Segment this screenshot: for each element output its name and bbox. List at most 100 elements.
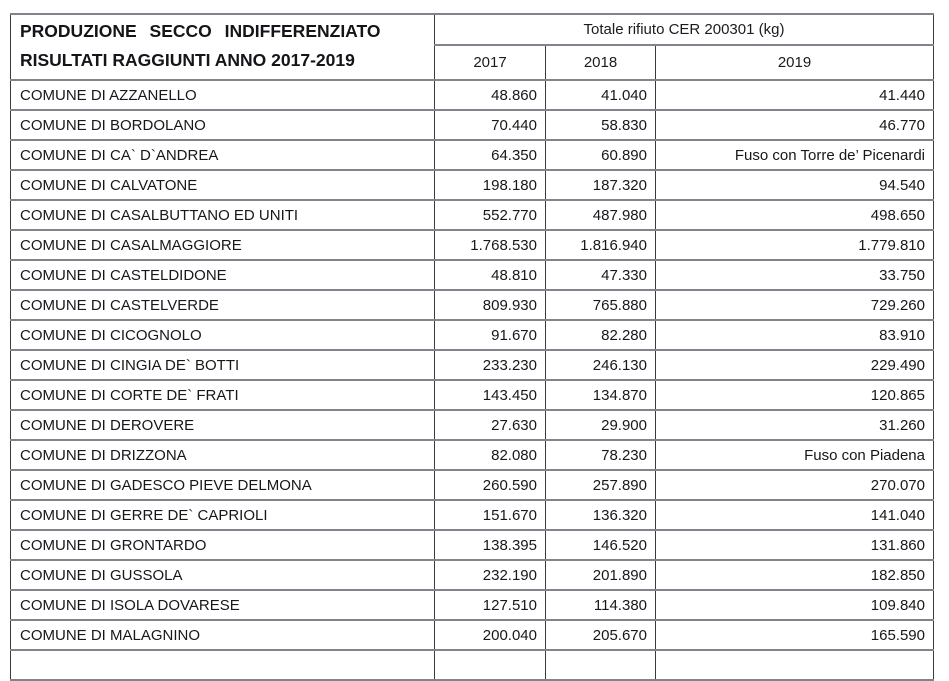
table-row: COMUNE DI CASALMAGGIORE 1.768.530 1.816.94… (10, 229, 934, 261)
value-cell-2018: 487.980 (545, 199, 656, 231)
value-cell-2019: 33.750 (655, 259, 934, 291)
comune-name-cell: COMUNE DI CINGIA DE` BOTTI (10, 349, 435, 381)
value-cell-2018: 201.890 (545, 559, 656, 591)
comune-name-cell: COMUNE DI CASALBUTTANO ED UNITI (10, 199, 435, 231)
value-cell-2018: 187.320 (545, 169, 656, 201)
table-row: COMUNE DI GADESCO PIEVE DELMONA 260.590 25… (10, 469, 934, 501)
value-cell-2017: 552.770 (434, 199, 546, 231)
value-cell-2018: 82.280 (545, 319, 656, 351)
value-cell-2017: 151.670 (434, 499, 546, 531)
comune-name-cell: COMUNE DI MALAGNINO (10, 619, 435, 651)
value-cell-2017: 27.630 (434, 409, 546, 441)
value-cell-2019: 131.860 (655, 529, 934, 561)
value-cell-2017: 91.670 (434, 319, 546, 351)
comune-name-cell: COMUNE DI CASTELDIDONE (10, 259, 435, 291)
table-row: COMUNE DI GRONTARDO 138.395 146.520 131.860 (10, 529, 934, 561)
table-row: COMUNE DI CINGIA DE` BOTTI 233.230 246.130… (10, 349, 934, 381)
value-cell-2017: 138.395 (434, 529, 546, 561)
table-row: COMUNE DI GUSSOLA 232.190 201.890 182.850 (10, 559, 934, 591)
table-row-clipped (10, 649, 934, 681)
value-cell-2018: 146.520 (545, 529, 656, 561)
value-cell-2019: 270.070 (655, 469, 934, 501)
value-cell-2017: 82.080 (434, 439, 546, 471)
value-cell-2018: 205.670 (545, 619, 656, 651)
table-row: COMUNE DI DRIZZONA 82.080 78.230 Fuso con P… (10, 439, 934, 471)
comune-name-cell: COMUNE DI CICOGNOLO (10, 319, 435, 351)
value-cell-2018: 246.130 (545, 349, 656, 381)
comune-name-cell: COMUNE DI GUSSOLA (10, 559, 435, 591)
value-cell-2018: 114.380 (545, 589, 656, 621)
comune-name-cell: COMUNE DI GRONTARDO (10, 529, 435, 561)
value-cell-2017: 260.590 (434, 469, 546, 501)
comune-name-cell: COMUNE DI BORDOLANO (10, 109, 435, 141)
waste-production-table-container: PRODUZIONE SECCO INDIFFERENZIATO RISULTA… (10, 12, 934, 681)
value-cell-2019: 498.650 (655, 199, 934, 231)
empty-clipped-cell (545, 649, 656, 681)
column-header-2019: 2019 (655, 44, 934, 81)
table-row: COMUNE DI GERRE DE` CAPRIOLI 151.670 136.3… (10, 499, 934, 531)
value-cell-2018: 47.330 (545, 259, 656, 291)
value-cell-2019: 109.840 (655, 589, 934, 621)
table-row: COMUNE DI CALVATONE 198.180 187.320 94.540 (10, 169, 934, 201)
empty-clipped-cell (434, 649, 546, 681)
comune-name-cell: COMUNE DI GADESCO PIEVE DELMONA (10, 469, 435, 501)
value-cell-2019: Fuso con Torre de’ Picenardi (655, 139, 934, 171)
value-cell-2019: 46.770 (655, 109, 934, 141)
table-row: COMUNE DI CICOGNOLO 91.670 82.280 83.910 (10, 319, 934, 351)
value-cell-2017: 198.180 (434, 169, 546, 201)
group-header-total-cer: Totale rifiuto CER 200301 (kg) (434, 12, 934, 47)
table-row: COMUNE DI AZZANELLO 48.860 41.040 41.440 (10, 79, 934, 111)
value-cell-2017: 48.860 (434, 79, 546, 111)
value-cell-2018: 136.320 (545, 499, 656, 531)
column-header-2017: 2017 (434, 44, 546, 81)
table-title-line2: RISULTATI RAGGIUNTI ANNO 2017-2019 (20, 50, 355, 70)
value-cell-2018: 60.890 (545, 139, 656, 171)
comune-name-cell: COMUNE DI ISOLA DOVARESE (10, 589, 435, 621)
value-cell-2019: 94.540 (655, 169, 934, 201)
comune-name-cell: COMUNE DI CASALMAGGIORE (10, 229, 435, 261)
value-cell-2019: 729.260 (655, 289, 934, 321)
value-cell-2019: 182.850 (655, 559, 934, 591)
value-cell-2019: 229.490 (655, 349, 934, 381)
table-row: COMUNE DI CASALBUTTANO ED UNITI 552.770 48… (10, 199, 934, 231)
value-cell-2017: 232.190 (434, 559, 546, 591)
value-cell-2017: 809.930 (434, 289, 546, 321)
value-cell-2017: 127.510 (434, 589, 546, 621)
value-cell-2017: 1.768.530 (434, 229, 546, 261)
table-row: COMUNE DI CORTE DE` FRATI 143.450 134.870 1… (10, 379, 934, 411)
value-cell-2019: 31.260 (655, 409, 934, 441)
value-cell-2019: Fuso con Piadena (655, 439, 934, 471)
value-cell-2018: 765.880 (545, 289, 656, 321)
empty-clipped-cell (655, 649, 934, 681)
table-row: COMUNE DI ISOLA DOVARESE 127.510 114.380 10… (10, 589, 934, 621)
value-cell-2017: 64.350 (434, 139, 546, 171)
column-header-2018: 2018 (545, 44, 656, 81)
comune-name-cell: COMUNE DI CASTELVERDE (10, 289, 435, 321)
table-title-line1: PRODUZIONE SECCO INDIFFERENZIATO (20, 21, 381, 41)
comune-name-cell: COMUNE DI AZZANELLO (10, 79, 435, 111)
value-cell-2019: 165.590 (655, 619, 934, 651)
value-cell-2018: 134.870 (545, 379, 656, 411)
value-cell-2018: 1.816.940 (545, 229, 656, 261)
value-cell-2017: 200.040 (434, 619, 546, 651)
value-cell-2018: 29.900 (545, 409, 656, 441)
value-cell-2017: 233.230 (434, 349, 546, 381)
empty-clipped-cell (10, 649, 435, 681)
value-cell-2019: 83.910 (655, 319, 934, 351)
value-cell-2018: 41.040 (545, 79, 656, 111)
comune-name-cell: COMUNE DI DEROVERE (10, 409, 435, 441)
value-cell-2018: 78.230 (545, 439, 656, 471)
table-row: COMUNE DI BORDOLANO 70.440 58.830 46.770 (10, 109, 934, 141)
table-row: COMUNE DI DEROVERE 27.630 29.900 31.260 (10, 409, 934, 441)
table-row: COMUNE DI MALAGNINO 200.040 205.670 165.590 (10, 619, 934, 651)
table-row: COMUNE DI CASTELVERDE 809.930 765.880 729.2… (10, 289, 934, 321)
table-row: COMUNE DI CASTELDIDONE 48.810 47.330 33.750 (10, 259, 934, 291)
value-cell-2019: 1.779.810 (655, 229, 934, 261)
table-row: COMUNE DI CA` D`ANDREA 64.350 60.890 Fuso c… (10, 139, 934, 171)
comune-name-cell: COMUNE DI CALVATONE (10, 169, 435, 201)
comune-name-cell: COMUNE DI CA` D`ANDREA (10, 139, 435, 171)
comune-name-cell: COMUNE DI DRIZZONA (10, 439, 435, 471)
value-cell-2017: 48.810 (434, 259, 546, 291)
waste-production-table: PRODUZIONE SECCO INDIFFERENZIATO RISULTA… (10, 12, 934, 681)
value-cell-2017: 143.450 (434, 379, 546, 411)
